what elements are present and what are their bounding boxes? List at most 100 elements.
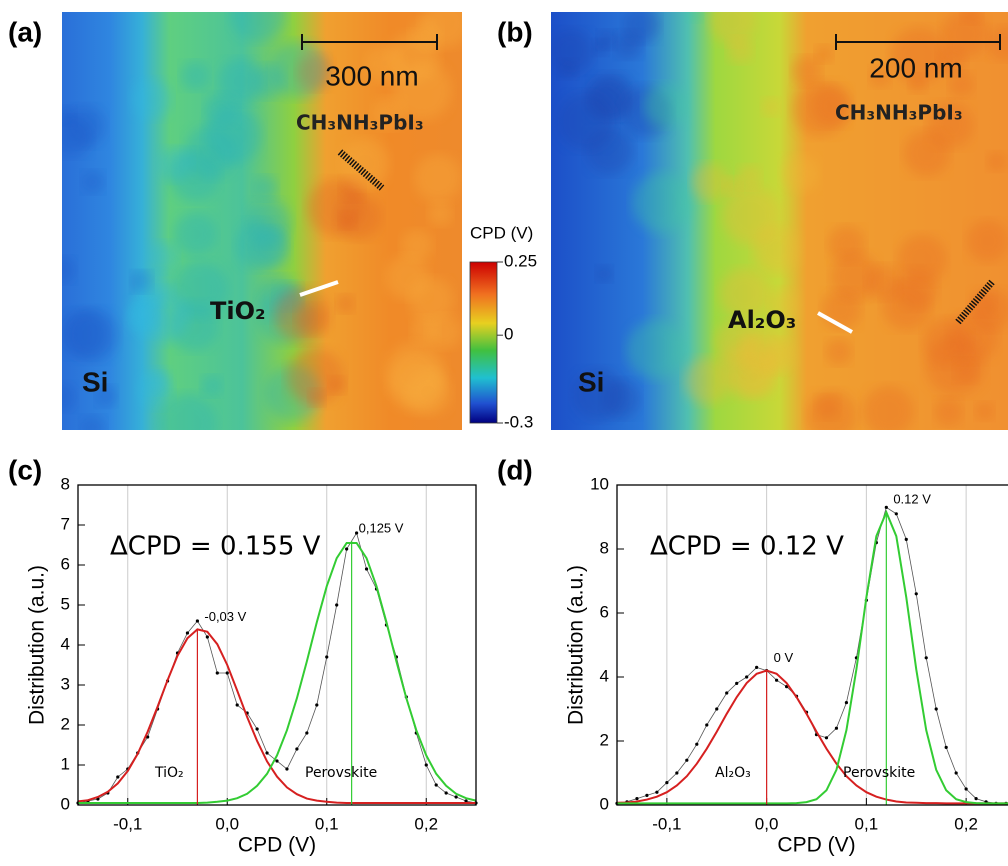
material-label: CH₃NH₃PbI₃	[835, 101, 963, 125]
annotation: ΔCPD = 0.12 V	[650, 532, 844, 562]
texture-blob	[130, 78, 172, 120]
texture-blob	[922, 318, 971, 367]
scale-bar-label: 200 nm	[869, 52, 962, 83]
data-point	[884, 505, 888, 509]
texture-blob	[62, 117, 93, 157]
plot-frame	[616, 484, 1008, 806]
data-point	[295, 747, 299, 751]
texture-blob	[420, 12, 462, 48]
y-tick-label: 4	[600, 666, 609, 685]
colorbar-tick-label: 0.25	[504, 251, 537, 270]
y-tick-label: 1	[61, 754, 70, 773]
data-point	[235, 703, 239, 707]
texture-blob	[274, 286, 331, 343]
texture-blob	[869, 65, 891, 88]
texture-blob	[62, 382, 77, 412]
y-axis-label: Distribution (a.u.)	[565, 565, 588, 725]
texture-blob	[146, 241, 179, 274]
data-point	[205, 635, 209, 639]
data-point	[675, 771, 679, 775]
data-point	[715, 707, 719, 711]
y-tick-label: 10	[590, 474, 609, 493]
texture-blob	[684, 357, 732, 405]
y-tick-label: 8	[600, 538, 609, 557]
data-point	[665, 781, 669, 785]
texture-blob	[986, 151, 1007, 172]
data-point	[914, 592, 918, 596]
texture-blob	[740, 325, 789, 374]
texture-blob	[623, 12, 660, 43]
texture-blob	[908, 74, 928, 93]
data-point	[315, 703, 319, 707]
data-point	[924, 656, 928, 660]
texture-blob	[948, 71, 974, 97]
colorbar	[469, 261, 498, 424]
texture-blob	[691, 163, 729, 202]
peak-label: 0,125 V	[359, 520, 404, 535]
y-tick-label: 6	[61, 554, 70, 573]
data-point	[225, 671, 229, 675]
texture-blob	[229, 12, 286, 42]
data-point	[364, 567, 369, 571]
annotation: ΔCPD = 0.155 V	[110, 532, 321, 562]
y-axis-label: Distribution (a.u.)	[26, 565, 49, 725]
texture-blob	[173, 212, 217, 256]
texture-blob	[286, 348, 344, 405]
texture-blob	[385, 255, 430, 300]
data-point	[195, 619, 199, 623]
panel-label: (a)	[8, 16, 42, 47]
scale-bar-label: 300 nm	[325, 60, 418, 91]
data-point	[904, 537, 908, 542]
texture-blob	[709, 12, 756, 45]
data-point	[755, 665, 759, 670]
data-point	[464, 799, 468, 803]
texture-blob	[95, 385, 117, 408]
texture-blob	[815, 44, 834, 63]
y-tick-label: 5	[61, 594, 70, 613]
x-tick-label: 0,2	[954, 814, 978, 833]
material-label: CH₃NH₃PbI₃	[296, 111, 424, 135]
texture-blob	[821, 289, 862, 330]
data-point	[954, 771, 958, 775]
data-point	[685, 758, 689, 762]
x-tick-label: 0,0	[755, 814, 779, 833]
panel-label: (c)	[8, 454, 42, 485]
y-tick-label: 2	[61, 714, 70, 733]
profile-line	[299, 280, 339, 297]
peak-label: -0,03 V	[204, 609, 246, 624]
annotation: TiO₂	[154, 765, 184, 781]
y-tick-label: 2	[600, 730, 609, 749]
colorbar-title: CPD (V)	[470, 223, 533, 242]
texture-blob	[572, 369, 625, 421]
data-point	[345, 547, 349, 551]
data-point	[116, 775, 120, 779]
texture-blob	[897, 234, 947, 284]
texture-blob	[253, 175, 278, 201]
panel-label: (d)	[497, 454, 533, 485]
texture-blob	[340, 138, 390, 189]
profile-line	[337, 149, 385, 191]
texture-blob	[405, 369, 452, 416]
texture-blob	[81, 170, 105, 194]
data-point	[454, 795, 458, 799]
x-tick-label: 0,1	[315, 814, 339, 833]
texture-blob	[596, 265, 613, 283]
x-tick-label: -0,1	[652, 814, 681, 833]
texture-blob	[862, 385, 914, 430]
texture-blob	[791, 56, 822, 87]
profile-line	[817, 311, 853, 334]
texture-blob	[218, 58, 264, 105]
texture-blob	[644, 83, 688, 127]
texture-blob	[428, 201, 453, 226]
y-tick-label: 4	[61, 634, 70, 653]
texture-blob	[941, 12, 989, 58]
texture-blob	[934, 397, 963, 426]
peak-label: 0 V	[774, 650, 794, 665]
texture-blob	[686, 12, 703, 22]
texture-blob	[200, 375, 223, 397]
data-point	[285, 767, 289, 771]
texture-blob	[722, 186, 781, 245]
texture-blob	[270, 41, 328, 98]
texture-blob	[737, 165, 762, 190]
texture-blob	[988, 26, 1008, 61]
